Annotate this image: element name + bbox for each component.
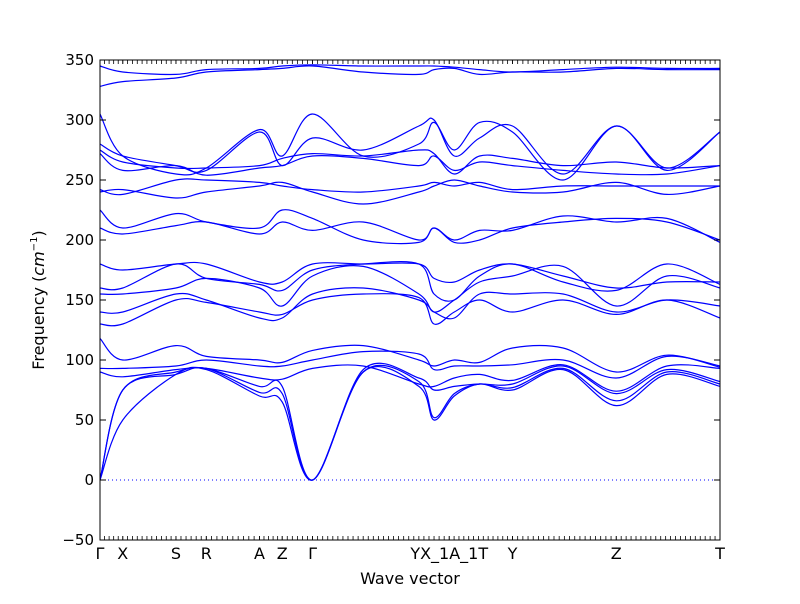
band-line-21 (100, 64, 720, 76)
plot-area (100, 64, 720, 481)
y-tick-label: 150 (65, 291, 94, 309)
y-tick-label: 200 (65, 231, 94, 249)
x-tick-label: Y (507, 544, 518, 563)
band-line-15 (100, 178, 720, 196)
band-line-6 (100, 337, 720, 373)
x-tick-label: Z (277, 544, 288, 563)
x-tick-label: Γ (96, 544, 105, 563)
band-line-19 (100, 113, 720, 181)
y-tick-label: 350 (65, 51, 94, 69)
x-tick-label: A (254, 544, 265, 563)
band-line-11 (100, 261, 720, 289)
y-tick-label: −50 (62, 531, 94, 549)
band-line-14 (100, 179, 720, 205)
y-axis-label: Frequency (cm−1) (29, 230, 48, 369)
band-line-7 (100, 293, 720, 327)
x-tick-label: R (201, 544, 212, 563)
y-tick-label: 100 (65, 351, 94, 369)
band-line-5 (100, 350, 720, 379)
y-tick-label: 0 (84, 471, 94, 489)
band-lines (100, 64, 720, 481)
x-tick-label: X (117, 544, 128, 563)
x-tick-label: S (171, 544, 181, 563)
y-axis-label-close: ) (29, 230, 48, 236)
y-tick-label: 300 (65, 111, 94, 129)
x-tick-label: Z (611, 544, 622, 563)
band-line-4 (100, 364, 720, 392)
band-line-20 (100, 65, 720, 87)
y-tick-label: 250 (65, 171, 94, 189)
x-tick-label: T (714, 544, 725, 563)
band-line-13 (100, 209, 720, 245)
band-line-9 (100, 264, 720, 313)
x-tick-label: Γ (308, 544, 317, 563)
x-tick-label: YX_1A_1T (409, 544, 488, 564)
y-axis-label-unit: cm (29, 251, 48, 275)
y-axis-label-exponent: −1 (29, 237, 40, 252)
band-line-8 (100, 287, 720, 322)
band-line-18 (100, 117, 720, 175)
y-axis-label-main: Frequency ( (29, 276, 48, 370)
x-axis-label: Wave vector (360, 569, 460, 588)
y-tick-label: 50 (75, 411, 94, 429)
band-line-12 (100, 215, 720, 243)
